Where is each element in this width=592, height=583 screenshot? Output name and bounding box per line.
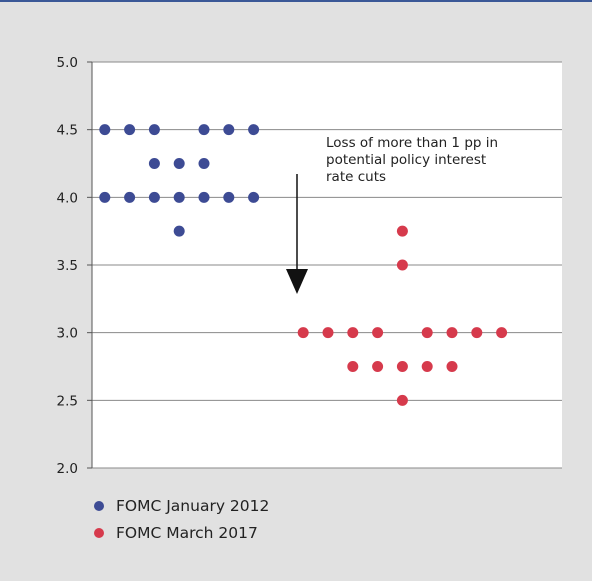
dot-mar-2017 xyxy=(421,361,433,372)
legend-marker-jan-2012 xyxy=(94,501,104,511)
arrow-head xyxy=(286,269,308,294)
dot-jan-2012 xyxy=(99,191,111,203)
legend-item-mar-2017: FOMC March 2017 xyxy=(90,523,269,543)
dot-jan-2012 xyxy=(198,158,210,169)
dot-jan-2012 xyxy=(198,191,210,203)
annotation-line: Loss of more than 1 pp in xyxy=(326,135,498,151)
dot-jan-2012 xyxy=(124,191,136,203)
dot-mar-2017 xyxy=(322,327,334,339)
dot-mar-2017 xyxy=(347,361,359,372)
dot-jan-2012 xyxy=(99,124,111,136)
dot-mar-2017 xyxy=(347,327,359,339)
legend-label-jan-2012: FOMC January 2012 xyxy=(116,497,270,515)
legend-label-mar-2017: FOMC March 2017 xyxy=(116,524,258,542)
dot-mar-2017 xyxy=(496,327,508,339)
y-tick-label: 3.0 xyxy=(57,326,78,342)
dot-jan-2012 xyxy=(173,225,185,237)
dot-mar-2017 xyxy=(446,361,458,372)
dot-jan-2012 xyxy=(148,191,160,203)
dot-jan-2012 xyxy=(148,124,160,136)
dot-mar-2017 xyxy=(372,327,384,339)
dot-mar-2017 xyxy=(396,361,408,372)
dot-mar-2017 xyxy=(421,327,433,339)
legend: FOMC January 2012 FOMC March 2017 xyxy=(90,496,269,550)
dot-mar-2017 xyxy=(446,327,458,339)
y-tick-label: 5.0 xyxy=(57,55,78,71)
dot-mar-2017 xyxy=(396,394,408,406)
dot-jan-2012 xyxy=(173,191,185,203)
dot-mar-2017 xyxy=(372,361,384,372)
legend-item-jan-2012: FOMC January 2012 xyxy=(90,496,269,516)
annotation-line: rate cuts xyxy=(326,169,386,185)
dot-jan-2012 xyxy=(223,191,235,203)
dot-mar-2017 xyxy=(297,327,309,339)
y-tick-label: 2.5 xyxy=(57,393,78,409)
legend-marker-mar-2017 xyxy=(94,528,104,538)
dot-jan-2012 xyxy=(248,124,260,136)
y-tick-label: 2.0 xyxy=(57,461,78,477)
annotation-line: potential policy interest xyxy=(326,152,486,168)
dot-jan-2012 xyxy=(173,158,185,169)
dot-jan-2012 xyxy=(148,158,160,169)
dot-mar-2017 xyxy=(396,225,408,237)
y-tick-label: 4.5 xyxy=(57,123,78,139)
annotation-text: Loss of more than 1 pp in potential polic… xyxy=(326,135,498,185)
dot-jan-2012 xyxy=(198,124,210,136)
dot-jan-2012 xyxy=(223,124,235,136)
dot-jan-2012 xyxy=(248,191,260,203)
y-tick-label: 4.0 xyxy=(57,190,78,206)
down-arrow xyxy=(286,174,308,294)
dot-jan-2012 xyxy=(124,124,136,136)
dot-mar-2017 xyxy=(396,259,408,271)
annotation: Loss of more than 1 pp in potential polic… xyxy=(326,135,498,185)
y-tick-label: 3.5 xyxy=(57,258,78,274)
dot-mar-2017 xyxy=(471,327,483,339)
